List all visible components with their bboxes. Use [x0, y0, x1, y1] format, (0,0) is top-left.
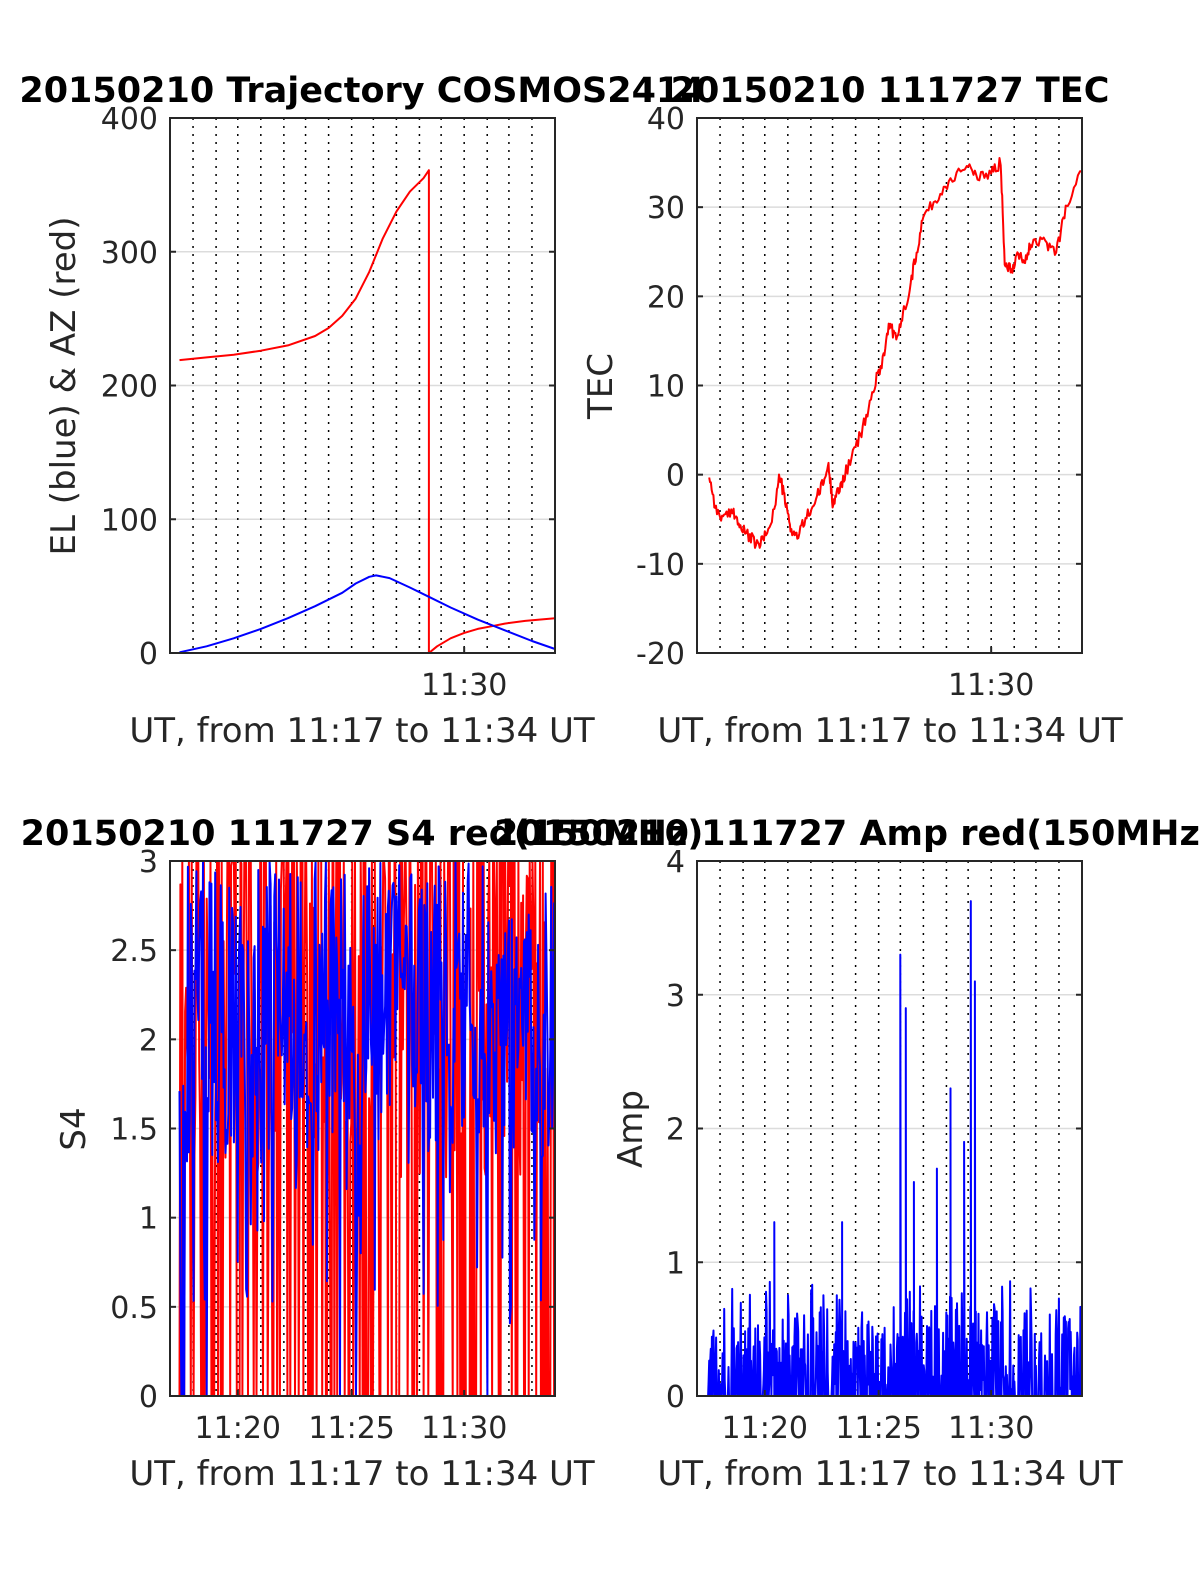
y-tick-label: 2 — [666, 1113, 685, 1148]
y-tick-label: -20 — [636, 637, 685, 672]
x-tick-label: 11:30 — [421, 1411, 507, 1446]
y-axis-label: TEC — [581, 353, 621, 420]
series-line — [708, 157, 1083, 549]
y-tick-label: 40 — [647, 102, 685, 137]
series-line-blue — [178, 860, 556, 1397]
series-line — [179, 574, 556, 654]
y-tick-label: 300 — [101, 236, 158, 271]
x-tick-label: 11:30 — [421, 668, 507, 703]
panel-amp: 20150210 111727 Amp red(150MHz) UT, from… — [494, 814, 1200, 1494]
x-tick-label: 11:30 — [948, 668, 1034, 703]
y-tick-label: 3 — [666, 979, 685, 1014]
y-tick-label: 3 — [139, 845, 158, 880]
y-tick-label: 200 — [101, 370, 158, 405]
y-tick-label: 0 — [666, 1380, 685, 1415]
y-tick-label: 2 — [139, 1023, 158, 1058]
y-axis-label: S4 — [54, 1107, 94, 1150]
y-tick-label: 1.5 — [110, 1113, 158, 1148]
y-tick-label: 1 — [139, 1202, 158, 1237]
x-tick-label: 11:20 — [195, 1411, 281, 1446]
x-axis-label: UT, from 11:17 to 11:34 UT — [657, 1454, 1123, 1494]
y-tick-label: 30 — [647, 191, 685, 226]
y-tick-label: 400 — [101, 102, 158, 137]
series-line — [179, 169, 556, 654]
x-tick-label: 11:25 — [308, 1411, 394, 1446]
y-tick-label: 0 — [666, 459, 685, 494]
x-axis-label: UT, from 11:17 to 11:34 UT — [657, 711, 1123, 751]
panel-title: 20150210 111727 S4 red(150MHz) — [21, 814, 704, 854]
plot-area: -20 -10 0 10 20 30 40 11:30 — [636, 102, 1083, 703]
panel-title: 20150210 Trajectory COSMOS2414 — [19, 71, 704, 111]
panel-trajectory: 20150210 Trajectory COSMOS2414 UT, from … — [19, 71, 704, 751]
y-tick-label: 10 — [647, 370, 685, 405]
x-tick-label: 11:25 — [835, 1411, 921, 1446]
x-axis-label: UT, from 11:17 to 11:34 UT — [129, 1454, 595, 1494]
y-axis-label: EL (blue) & AZ (red) — [44, 216, 84, 555]
y-axis-label: Amp — [611, 1090, 651, 1168]
panel-s4: 20150210 111727 S4 red(150MHz) UT, from … — [21, 814, 704, 1494]
panel-title: 20150210 111727 TEC — [671, 71, 1110, 111]
plot-area: 0 0.5 1 1.5 2 2.5 3 11:20 11:25 11:30 — [110, 845, 556, 1446]
x-tick-label: 11:20 — [722, 1411, 808, 1446]
y-tick-label: 100 — [101, 503, 158, 538]
y-tick-label: -10 — [636, 548, 685, 583]
plot-area: 0 1 2 3 4 11:20 11:25 11:30 — [666, 845, 1083, 1446]
x-axis-label: UT, from 11:17 to 11:34 UT — [129, 711, 595, 751]
y-tick-label: 0 — [139, 1380, 158, 1415]
x-tick-label: 11:30 — [948, 1411, 1034, 1446]
y-tick-label: 1 — [666, 1246, 685, 1281]
plot-area: 0 100 200 300 400 11:30 — [101, 102, 556, 703]
y-tick-label: 0 — [139, 637, 158, 672]
y-tick-label: 4 — [666, 845, 685, 880]
panel-tec: 20150210 111727 TEC UT, from 11:17 to 11… — [581, 71, 1123, 751]
y-tick-label: 2.5 — [110, 934, 158, 969]
y-tick-label: 20 — [647, 280, 685, 315]
y-tick-label: 0.5 — [110, 1291, 158, 1326]
panel-title: 20150210 111727 Amp red(150MHz) — [494, 814, 1200, 854]
